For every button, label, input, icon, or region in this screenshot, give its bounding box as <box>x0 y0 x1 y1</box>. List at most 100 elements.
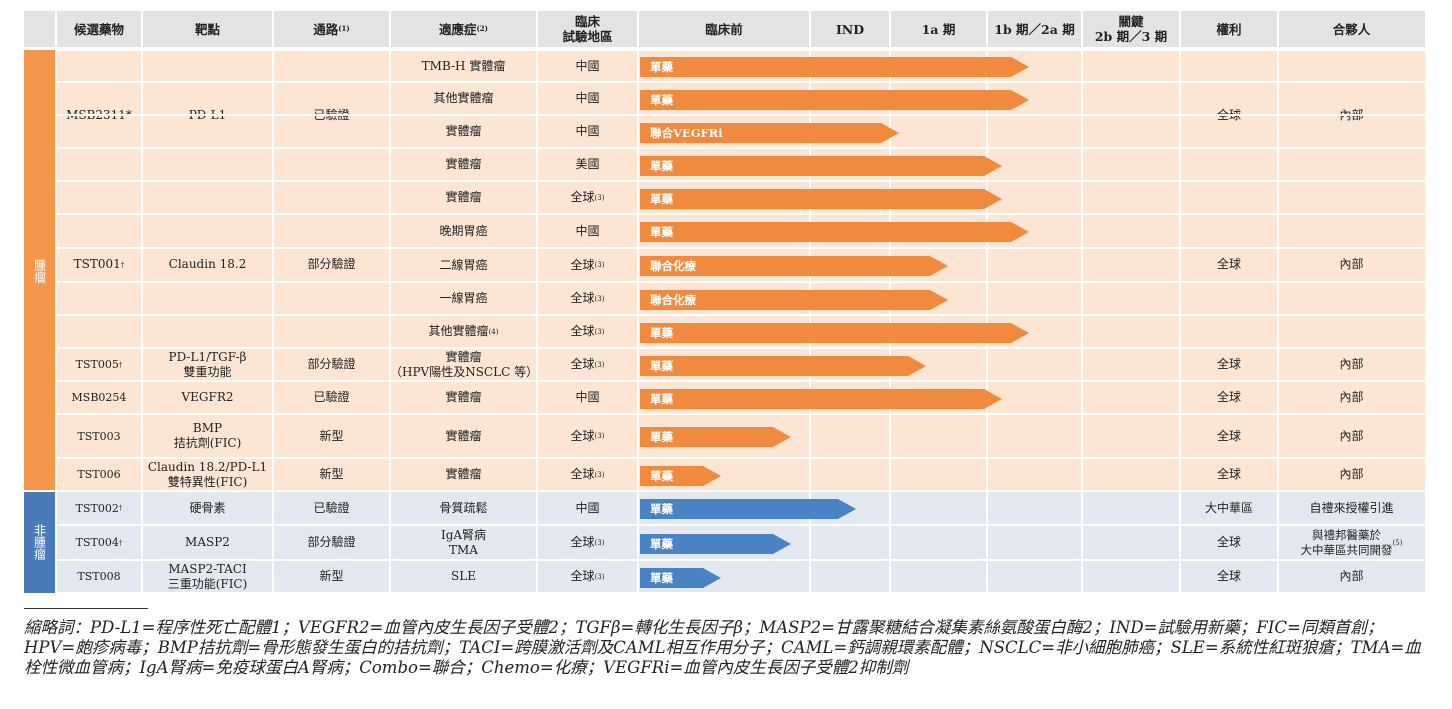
progress-bar: 單藥 <box>640 389 1002 409</box>
drug-target-cell: MASP2-TACI 三重功能(FIC) <box>142 560 273 593</box>
drug-target: PD-L1/TGF-β 雙重功能 <box>168 349 247 379</box>
header-ind-label: IND <box>835 21 865 37</box>
drug-partner: 自禮來授權引進 <box>1309 500 1394 515</box>
drug-partner: 內部 <box>1339 390 1364 404</box>
header-target: 靶點 <box>142 11 273 47</box>
program-stage-cell <box>1082 148 1180 181</box>
program-indication: 實體瘤 <box>445 124 482 138</box>
progress-bar-arrow-icon <box>881 123 900 143</box>
progress-bar-arrow-icon <box>929 290 948 310</box>
program-indication-cell: 實體瘤 <box>390 381 537 414</box>
drug-route: 已驗證 <box>313 390 350 404</box>
grid-hline <box>56 147 1425 149</box>
progress-bar: 單藥 <box>640 156 1002 176</box>
program-region-cell: 全球 (3) <box>537 348 638 381</box>
program-indication-cell: 一線胃癌 <box>390 282 537 315</box>
group-non-oncology: 非腫瘤 <box>24 491 56 593</box>
header-region: 臨床 試驗地區 <box>537 11 638 47</box>
program-stage-cell <box>810 560 890 593</box>
drug-rights-cell: 全球 <box>1180 381 1278 414</box>
program-indication: 實體瘤 <box>445 190 482 204</box>
drug-candidate: TST004 <box>75 536 119 549</box>
progress-bar: 單藥 <box>640 568 721 588</box>
grid-vline <box>55 11 57 593</box>
grid-vline <box>272 11 274 593</box>
program-stage-cell <box>1082 525 1180 560</box>
progress-bar-fill <box>640 389 984 409</box>
program-region: 全球 <box>570 569 595 583</box>
drug-candidate: TST001 <box>73 257 121 271</box>
program-stage-cell <box>1082 315 1180 348</box>
drug-route: 已驗證 <box>313 500 350 515</box>
grid-vline <box>1277 11 1279 593</box>
drug-route-cell: 已驗證 <box>273 491 390 525</box>
drug-target-cell: MASP2 <box>142 525 273 560</box>
grid-hline <box>56 592 1425 594</box>
progress-bar-label: 單藥 <box>650 392 673 406</box>
grid-hline <box>56 524 1425 526</box>
header-candidate-label: 候選藥物 <box>73 21 124 37</box>
program-indication-cell: 實體瘤 <box>390 181 537 214</box>
drug-candidate: TST002 <box>75 501 119 515</box>
progress-bar-fill <box>640 123 882 143</box>
program-indication-cell: 其他實體瘤 <box>390 82 537 115</box>
drug-rights-cell: 大中華區 <box>1180 491 1278 525</box>
program-region-cell: 全球 (3) <box>537 525 638 560</box>
program-region-cell: 美國 <box>537 148 638 181</box>
program-region: 全球 <box>570 428 595 443</box>
header-phase-1a-label: 1a 期 <box>921 21 956 37</box>
progress-bar: 單藥 <box>640 90 1029 110</box>
progress-bar-arrow-icon <box>773 534 792 554</box>
progress-bar-label: 單藥 <box>650 159 673 173</box>
header-rights: 權利 <box>1180 11 1278 47</box>
drug-route: 部分驗證 <box>307 535 356 549</box>
progress-bar: 單藥 <box>640 323 1029 343</box>
footnote-rule <box>24 608 148 609</box>
drug-route-cell: 部分驗證 <box>273 181 390 348</box>
drug-route-cell: 新型 <box>273 414 390 458</box>
progress-bar-fill <box>640 222 1011 242</box>
program-indication: 實體瘤 <box>445 157 482 171</box>
drug-partner: 內部 <box>1339 569 1364 583</box>
program-indication: IgA腎病 TMA <box>440 527 487 557</box>
program-stage-cell <box>987 560 1082 593</box>
drug-rights-cell: 全球 <box>1180 560 1278 593</box>
progress-bar-fill <box>640 568 703 588</box>
program-region: 全球 <box>570 467 595 481</box>
program-region: 全球 <box>570 535 595 549</box>
program-stage-cell <box>1082 282 1180 315</box>
header-preclinical-label: 臨床前 <box>705 21 743 37</box>
progress-bar-arrow-icon <box>1010 323 1029 343</box>
progress-bar: 聯合化療 <box>640 256 948 276</box>
drug-partner: 內部 <box>1339 428 1364 443</box>
grid-vline <box>536 11 538 593</box>
drug-partner: 內部 <box>1339 357 1364 371</box>
progress-bar-arrow-icon <box>773 427 792 447</box>
program-region: 中國 <box>575 124 600 138</box>
header-ind: IND <box>810 11 890 47</box>
drug-rights-cell: 全球 <box>1180 181 1278 348</box>
drug-target-cell: 硬骨素 <box>142 491 273 525</box>
program-stage-cell <box>810 458 890 491</box>
progress-bar-fill <box>640 466 703 486</box>
progress-bar-fill <box>640 499 838 519</box>
header-indication: 適應症 (2) <box>390 11 537 47</box>
program-stage-cell <box>987 181 1082 214</box>
program-stage-cell <box>1082 381 1180 414</box>
progress-bar-arrow-icon <box>1010 57 1029 77</box>
progress-bar-arrow-icon <box>703 568 721 588</box>
program-region: 全球 <box>570 291 595 305</box>
drug-rights-cell: 全球 <box>1180 414 1278 458</box>
progress-bar-arrow-icon <box>929 256 948 276</box>
program-indication: 一線胃癌 <box>439 291 488 305</box>
grid-vline <box>141 11 143 593</box>
drug-partner-cell: 內部 <box>1278 381 1425 414</box>
program-region-cell: 全球 (3) <box>537 560 638 593</box>
drug-partner-cell: 內部 <box>1278 181 1425 348</box>
program-region: 中國 <box>575 500 600 515</box>
drug-target: BMP 拮抗劑(FIC) <box>173 421 242 450</box>
program-indication-cell: 實體瘤 <box>390 148 537 181</box>
progress-bar-fill <box>640 534 774 554</box>
program-region-cell: 中國 <box>537 491 638 525</box>
progress-bar-label: 聯合化療 <box>650 293 696 307</box>
